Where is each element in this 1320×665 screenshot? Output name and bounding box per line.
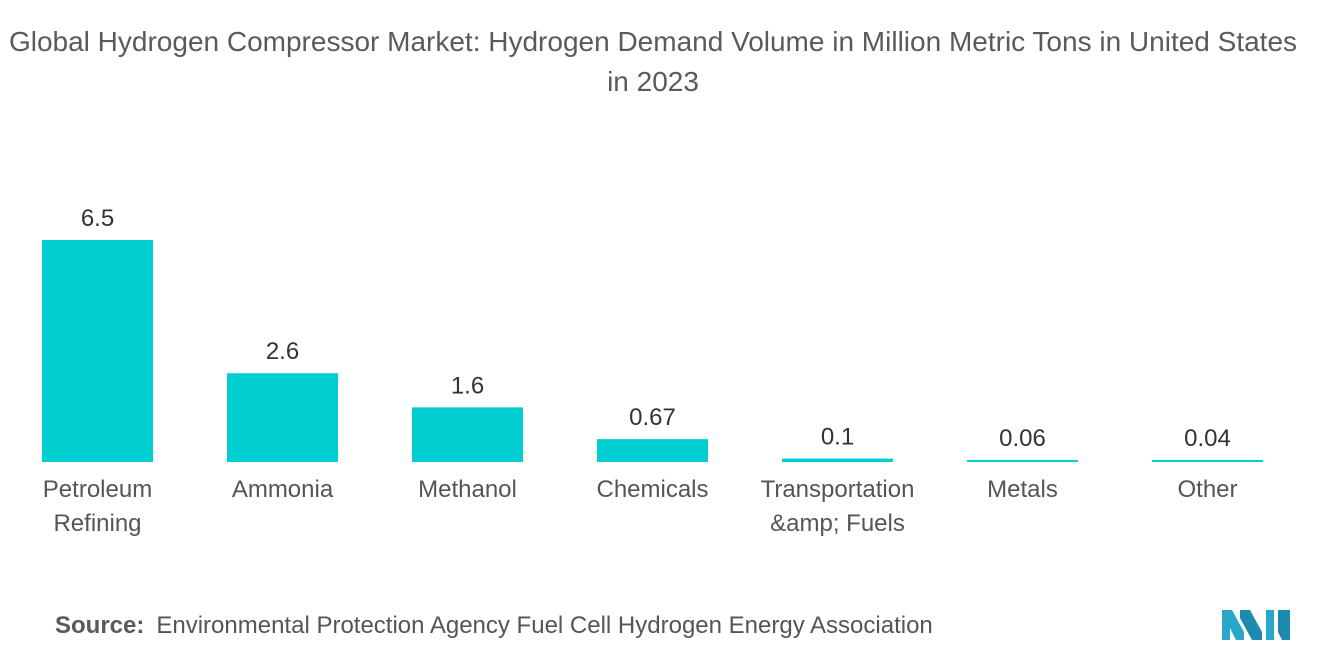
source-note: Source: Environmental Protection Agency F… [55,612,933,640]
category-label: Metals [987,476,1058,503]
bar-6 [1152,460,1263,462]
bar-0 [42,240,153,462]
bar-value-label: 0.06 [999,425,1046,452]
bar-value-label: 0.04 [1184,425,1231,452]
bar-value-label: 0.1 [821,424,854,451]
category-label: Ammonia [232,476,334,503]
bar-3 [597,439,708,462]
brand-logo-icon [1222,610,1290,640]
category-label: Methanol [418,476,517,503]
bar-1 [227,373,338,462]
bar-5 [967,459,1078,462]
chart-title: Global Hydrogen Compressor Market: Hydro… [8,26,1298,97]
bar-4 [782,458,893,462]
source-label: Source: [55,612,145,639]
category-label: Chemicals [596,476,708,503]
bar-chart: 6.5 Petroleum Refining 2.6 Ammonia 1.6 Methano… [42,205,1263,537]
source-text: Environmental Protection Agency Fuel Cel… [156,612,933,639]
bar-value-label: 0.67 [629,404,676,431]
category-label: Refining [53,510,141,537]
bar-value-label: 2.6 [266,338,299,365]
category-label: Transportation [761,476,915,503]
bar-2 [412,407,523,462]
category-label: Petroleum [43,476,152,503]
bar-value-label: 1.6 [451,372,484,399]
category-label: Other [1177,476,1237,503]
bar-value-label: 6.5 [81,205,114,232]
category-label: &amp; Fuels [770,510,905,537]
